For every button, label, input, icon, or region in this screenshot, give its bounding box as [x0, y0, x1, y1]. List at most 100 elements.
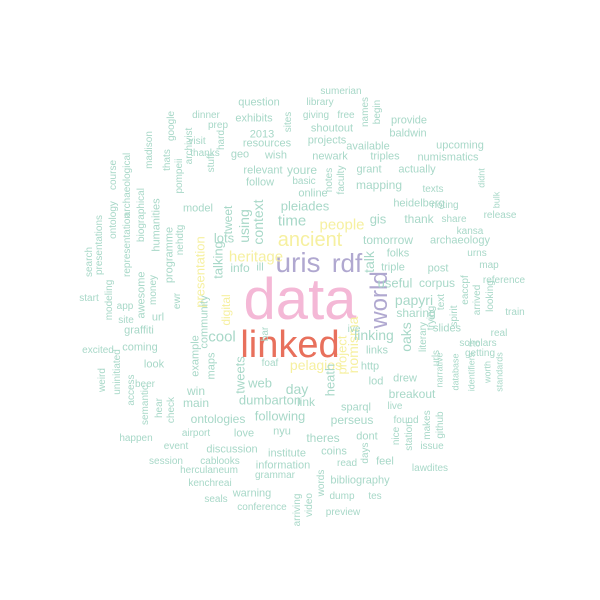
word-breakout: breakout [388, 387, 436, 401]
word-triples: triples [370, 150, 400, 163]
word-useful: useful [377, 275, 413, 291]
word-following: following [254, 408, 306, 424]
word-sites: sites [283, 111, 294, 133]
word-seals: seals [204, 494, 228, 505]
word-url: url [151, 311, 165, 324]
word-site: site [118, 315, 134, 326]
word-beer: beer [134, 379, 156, 390]
word-heritage: heritage [228, 248, 284, 266]
word-faculty: faculty [336, 165, 347, 195]
word-pleiades: pleiades [280, 198, 330, 214]
word-issue: issue [420, 441, 444, 452]
word-day: day [285, 381, 309, 397]
word-uninitiated: uninitiated [112, 349, 123, 395]
word-texts: texts [422, 184, 444, 195]
word-links: links [365, 344, 389, 357]
word-grant: grant [356, 163, 382, 176]
word-archaeological: archaeological [122, 152, 133, 218]
word-ive: ive [347, 324, 361, 335]
word-nehdtg: nehdtg [175, 224, 186, 256]
word-info: info [230, 261, 250, 275]
word-theres: theres [306, 431, 340, 445]
word-numismatics: numismatics [417, 151, 479, 164]
word-money: money [148, 274, 159, 306]
word-shoutout: shoutout [310, 122, 354, 135]
word-weird: weird [97, 368, 108, 392]
word-station: station [404, 421, 415, 451]
word-available: available [346, 140, 390, 153]
word-presentations: presentations [94, 214, 105, 276]
word-rdf: rdf [331, 248, 363, 278]
word-modeling: modeling [104, 279, 115, 321]
word-tomorrow: tomorrow [362, 233, 414, 247]
word-awesome: awesome [135, 271, 148, 319]
word-herculaneum: herculaneum [180, 465, 238, 476]
word-sparql: sparql [341, 401, 371, 414]
word-begin: begin [372, 99, 383, 125]
word-exhibits: exhibits [235, 112, 273, 125]
word-scholars: scholars [459, 338, 497, 349]
word-lawdites: lawdites [411, 463, 449, 474]
word-graffiti: graffiti [124, 324, 154, 337]
word-search: search [84, 246, 95, 278]
word-thats: thats [162, 149, 173, 171]
word-worth: worth [482, 360, 493, 384]
word-cool: cool [208, 328, 236, 346]
word-dinner: dinner [192, 110, 220, 121]
word-perseus: perseus [330, 413, 374, 427]
word-dont: dont [356, 430, 378, 443]
word-text: text [436, 293, 447, 311]
word-2013: 2013 [249, 128, 275, 141]
word-arrived: arrived [472, 284, 483, 316]
word-lots: lots [213, 230, 235, 246]
word-ewr: ewr [172, 292, 183, 310]
word-visit: visit [188, 136, 206, 147]
word-identifiers: identifiers [466, 352, 477, 392]
word-discussion: discussion [206, 443, 258, 456]
word-institute: institute [268, 447, 306, 460]
word-start: start [79, 293, 99, 304]
word-web: web [248, 375, 272, 391]
word-sharing: sharing [396, 306, 436, 320]
word-talk: talk [361, 251, 377, 273]
word-http: http [360, 360, 380, 373]
word-trying: trying [426, 305, 437, 331]
word-tweets: tweets [232, 356, 248, 394]
word-linking: linking [354, 327, 394, 343]
word-happen: happen [119, 433, 153, 444]
word-madison: madison [144, 131, 155, 169]
word-hear: hear [154, 397, 165, 419]
word-library: library [306, 97, 334, 108]
word-ontology: ontology [108, 201, 119, 239]
word-corpus: corpus [418, 276, 456, 290]
word-real: real [490, 328, 508, 339]
word-read: read [336, 458, 358, 469]
word-semantic: semantic [140, 384, 151, 426]
word-slides: slides [432, 322, 462, 335]
word-time: time [277, 212, 307, 230]
word-coins: coins [321, 445, 347, 458]
word-noting: noting [431, 200, 459, 211]
word-provide: provide [390, 114, 428, 127]
word-lod: lod [368, 375, 384, 388]
word-using: using [236, 209, 252, 243]
word-access: access [126, 374, 137, 406]
word-sumerian: sumerian [320, 86, 362, 97]
word-conference: conference [237, 502, 287, 513]
word-urns: urns [467, 248, 487, 259]
word-video: video [304, 493, 315, 517]
word-spirit: spirit [449, 305, 460, 327]
word-relevant: relevant [243, 164, 283, 177]
word-digital: digital [219, 294, 233, 326]
word-app: app [116, 301, 134, 312]
word-makes: makes [422, 410, 433, 440]
word-bar: bar [260, 326, 271, 342]
word-arriving: arriving [292, 493, 303, 527]
word-eaccpf: eaccpf [460, 275, 471, 305]
word-actually: actually [398, 163, 436, 176]
word-standards: standards [494, 352, 505, 392]
word-live: live [387, 401, 403, 412]
word-linked: linked [240, 324, 340, 366]
word-ill: ill [256, 261, 264, 274]
word-link: link [296, 395, 316, 409]
